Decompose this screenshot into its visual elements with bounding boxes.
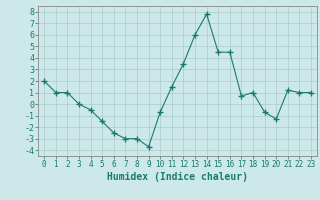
X-axis label: Humidex (Indice chaleur): Humidex (Indice chaleur) [107, 172, 248, 182]
